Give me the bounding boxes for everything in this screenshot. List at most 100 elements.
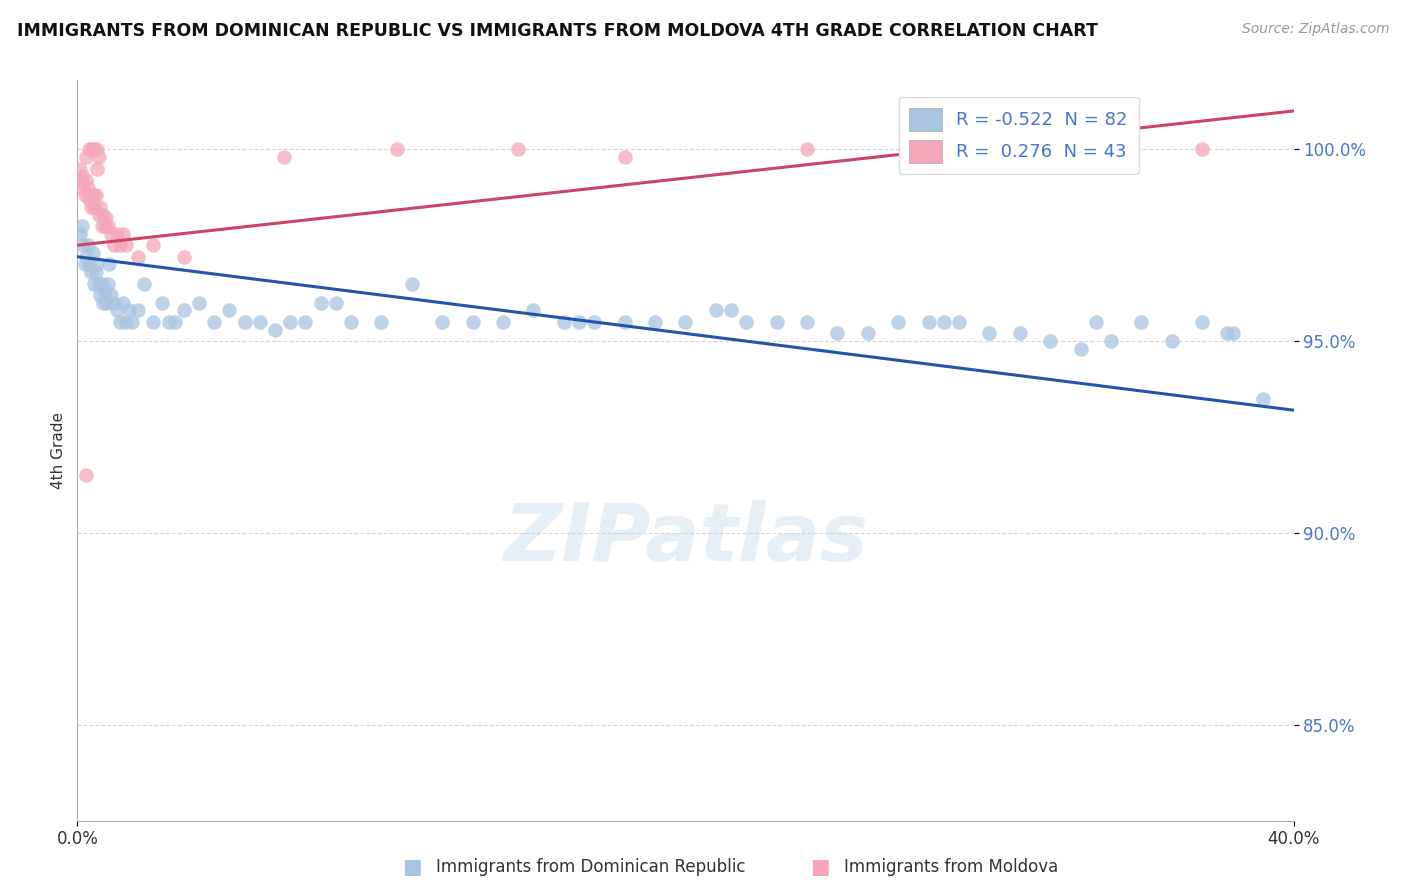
- Point: [1099, 334, 1122, 348]
- Point: [69, 161, 91, 176]
- Point: [278, 315, 301, 329]
- Point: [77, 238, 100, 252]
- Point: [765, 315, 787, 329]
- Point: [644, 315, 666, 329]
- Point: [142, 315, 165, 329]
- Point: [72, 180, 94, 194]
- Point: [108, 238, 131, 252]
- Point: [249, 315, 271, 329]
- Point: [98, 257, 121, 271]
- Point: [163, 315, 186, 329]
- Text: ZIPatlas: ZIPatlas: [503, 500, 868, 578]
- Point: [1084, 315, 1107, 329]
- Point: [87, 208, 110, 222]
- Point: [1039, 334, 1062, 348]
- Point: [105, 303, 128, 318]
- Point: [856, 326, 879, 341]
- Text: Source: ZipAtlas.com: Source: ZipAtlas.com: [1241, 22, 1389, 37]
- Point: [932, 315, 955, 329]
- Point: [1215, 326, 1237, 341]
- Point: [704, 303, 727, 318]
- Point: [79, 257, 101, 271]
- Point: [613, 315, 636, 329]
- Point: [1130, 315, 1153, 329]
- Point: [77, 180, 100, 194]
- Point: [1222, 326, 1244, 341]
- Point: [91, 208, 114, 222]
- Point: [568, 315, 591, 329]
- Point: [108, 315, 131, 329]
- Point: [70, 169, 93, 184]
- Point: [796, 142, 818, 156]
- Text: ■: ■: [810, 857, 830, 877]
- Point: [90, 277, 112, 291]
- Point: [89, 288, 111, 302]
- Y-axis label: 4th Grade: 4th Grade: [51, 412, 66, 489]
- Point: [93, 285, 115, 299]
- Point: [522, 303, 544, 318]
- Point: [918, 315, 941, 329]
- Text: ■: ■: [402, 857, 422, 877]
- Point: [827, 326, 849, 341]
- Point: [735, 315, 758, 329]
- Point: [401, 277, 423, 291]
- Point: [100, 288, 122, 302]
- Legend: R = -0.522  N = 82, R =  0.276  N = 43: R = -0.522 N = 82, R = 0.276 N = 43: [898, 96, 1139, 174]
- Point: [157, 315, 180, 329]
- Point: [73, 257, 96, 271]
- Point: [82, 246, 104, 260]
- Point: [121, 315, 143, 329]
- Point: [152, 295, 174, 310]
- Point: [86, 142, 108, 156]
- Point: [1008, 142, 1031, 156]
- Point: [294, 315, 316, 329]
- Point: [84, 265, 107, 279]
- Point: [583, 315, 606, 329]
- Point: [82, 188, 104, 202]
- Point: [188, 295, 211, 310]
- Point: [264, 323, 287, 337]
- Point: [370, 315, 392, 329]
- Text: Immigrants from Moldova: Immigrants from Moldova: [844, 858, 1057, 876]
- Point: [142, 238, 165, 252]
- Point: [134, 277, 156, 291]
- Point: [461, 315, 484, 329]
- Point: [127, 250, 149, 264]
- Point: [83, 277, 105, 291]
- Point: [86, 161, 108, 176]
- Point: [77, 142, 100, 156]
- Point: [173, 250, 195, 264]
- Point: [173, 303, 195, 318]
- Point: [430, 315, 453, 329]
- Point: [80, 200, 103, 214]
- Point: [73, 188, 96, 202]
- Point: [89, 150, 111, 164]
- Point: [83, 200, 105, 214]
- Point: [385, 142, 408, 156]
- Point: [948, 315, 970, 329]
- Point: [90, 219, 112, 233]
- Point: [83, 200, 105, 214]
- Point: [1161, 334, 1184, 348]
- Point: [86, 257, 108, 271]
- Point: [97, 277, 120, 291]
- Point: [127, 303, 149, 318]
- Point: [103, 238, 125, 252]
- Point: [67, 173, 90, 187]
- Point: [979, 326, 1001, 341]
- Point: [91, 295, 114, 310]
- Point: [118, 303, 141, 318]
- Point: [111, 295, 134, 310]
- Point: [218, 303, 240, 318]
- Point: [96, 295, 118, 310]
- Point: [115, 238, 138, 252]
- Point: [1191, 315, 1213, 329]
- Point: [233, 315, 256, 329]
- Point: [75, 173, 97, 187]
- Point: [75, 468, 97, 483]
- Point: [103, 295, 125, 310]
- Point: [796, 315, 818, 329]
- Point: [105, 227, 128, 241]
- Point: [613, 150, 636, 164]
- Point: [1070, 342, 1092, 356]
